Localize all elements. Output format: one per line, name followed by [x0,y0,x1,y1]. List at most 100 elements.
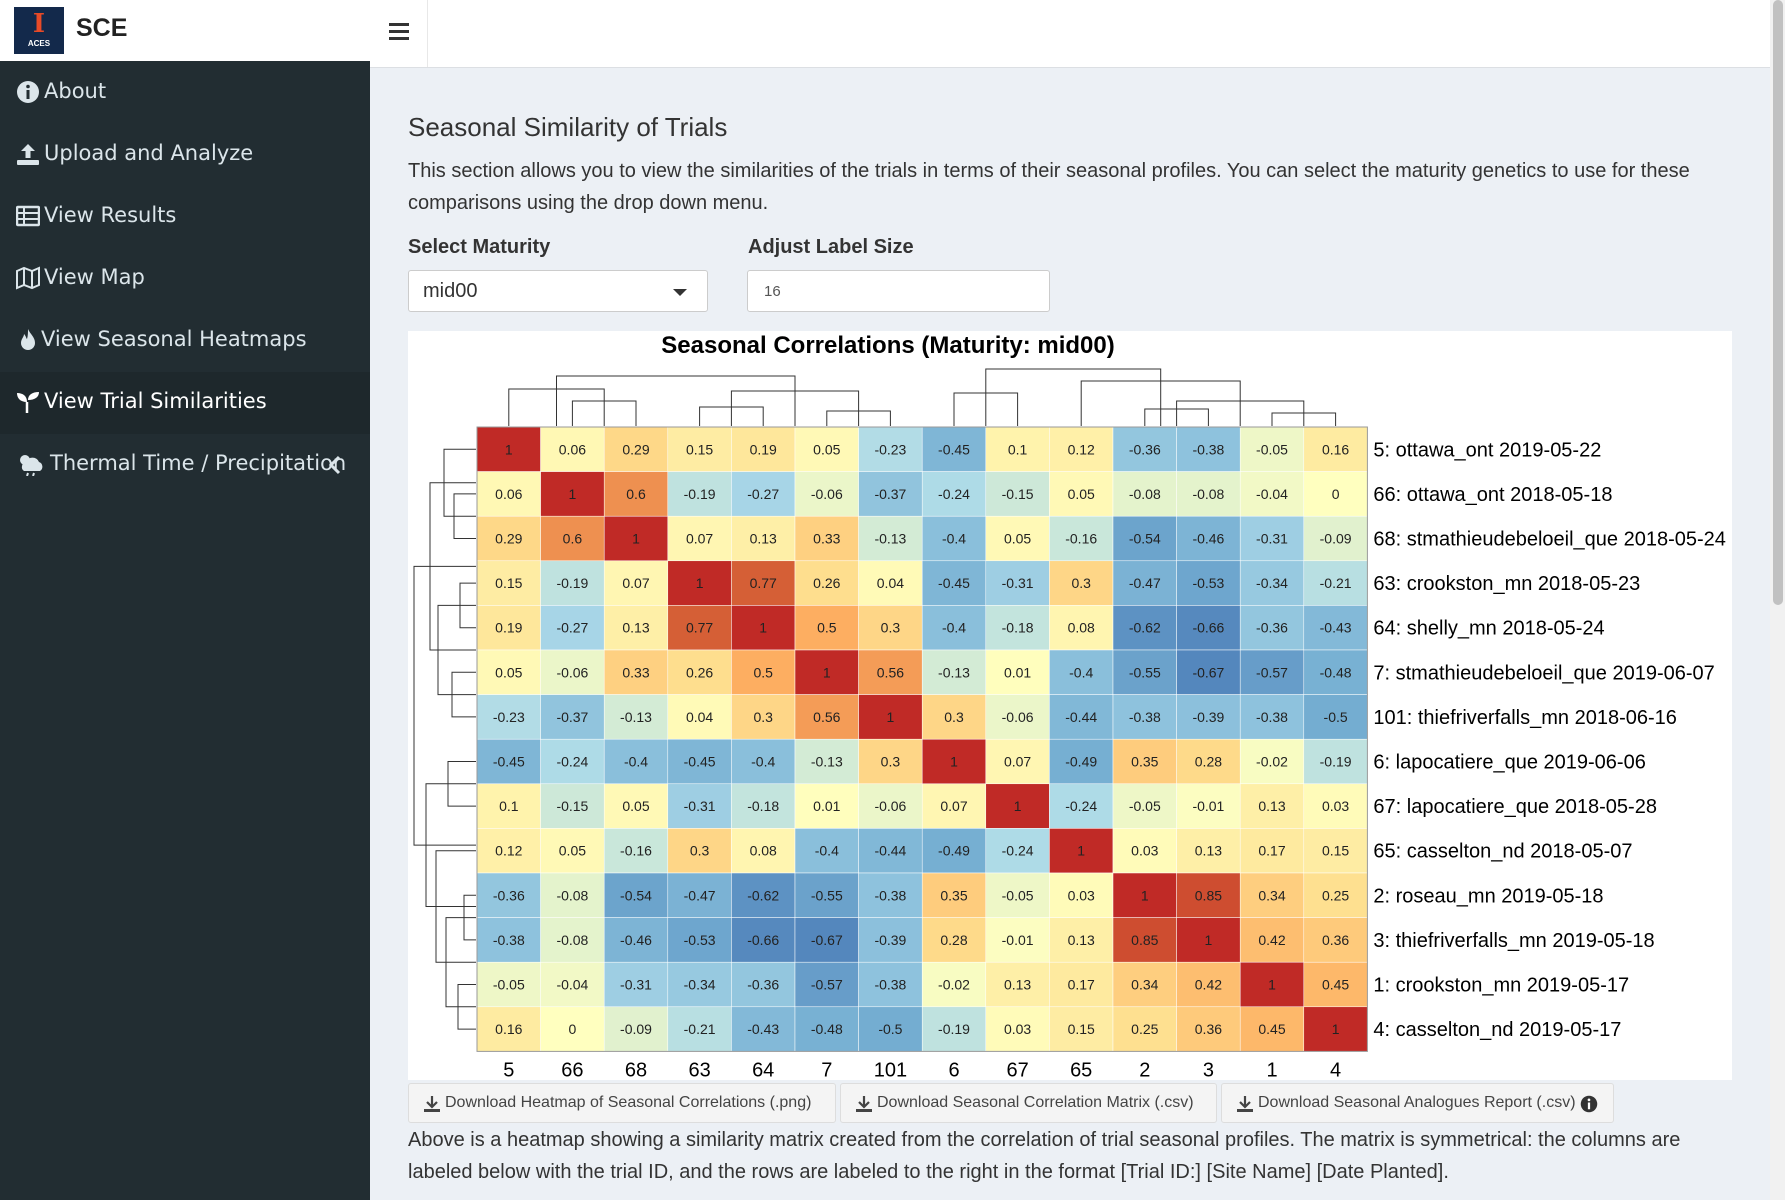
heatmap-cell-value: -0.48 [811,1021,843,1037]
hamburger-bar [389,37,409,40]
heatmap-cell [1239,560,1305,606]
heatmap-cell-value: 1 [1141,887,1149,903]
heatmap-cell-value: -0.09 [620,1021,652,1037]
page-title: Seasonal Similarity of Trials [408,112,728,142]
sidebar-item-seasonal-heatmaps[interactable]: View Seasonal Heatmaps [0,310,370,372]
column-label: 7 [821,1059,832,1080]
heatmap-cell-value: -0.62 [1129,620,1161,636]
heatmap-cell-value: -0.36 [493,887,525,903]
sidebar-toggle-button[interactable] [370,0,428,67]
sidebar [0,0,370,1200]
maturity-selected-value: mid00 [423,280,478,302]
sidebar-item-view-results[interactable]: View Results [0,186,370,248]
app-title[interactable]: SCE [76,14,128,42]
heatmap-cell [985,828,1050,874]
heatmap-cell [858,649,923,695]
heatmap-cell [1303,1006,1368,1052]
heatmap-cell-value: -0.06 [874,798,906,814]
row-label: 7: stmathieudebeloeil_que 2019-06-07 [1373,662,1714,684]
heatmap-cell [985,872,1050,918]
heatmap-cell-value: 0.13 [1258,798,1285,814]
heatmap-cell [794,649,859,695]
heatmap-cell-value: -0.04 [1256,486,1288,502]
heatmap-cell [921,649,987,695]
row-label: 63: crookston_mn 2018-05-23 [1373,573,1640,595]
heatmap-cell-value: 0.13 [1068,932,1095,948]
heatmap-cell [921,515,987,562]
heatmap-cell [603,515,669,562]
chevron-left-icon[interactable] [328,455,342,475]
heatmap-cell [1239,605,1305,651]
heatmap-cell [1176,961,1241,1008]
sidebar-item-trial-similarities[interactable]: View Trial Similarities [0,372,370,434]
heatmap-cell [1303,917,1368,963]
heatmap-cell-value: -0.57 [811,977,843,993]
heatmap-cell [858,961,923,1008]
heatmap-cell-value: 0.01 [813,798,840,814]
heatmap-cell-value: 0.13 [1195,843,1222,859]
sidebar-item-about[interactable]: About [0,62,370,124]
heatmap-cell-value: -0.19 [938,1021,970,1037]
heatmap-cell [858,471,923,517]
heatmap-cell-value: -0.38 [874,977,906,993]
sidebar-item-view-map[interactable]: View Map [0,248,370,310]
heatmap-cell-value: 0.1 [1008,441,1028,457]
heatmap-cell [921,917,987,963]
heatmap-cell-value: -0.16 [1065,531,1097,547]
info-circle-icon[interactable] [1580,1095,1598,1113]
info-circle-icon [17,81,39,103]
heatmap-cell-value: -0.34 [1256,575,1288,591]
heatmap-cell-value: -0.4 [624,754,648,770]
heatmap-cell [985,917,1050,963]
heatmap-cell [1112,426,1177,472]
heatmap-cell [1303,961,1368,1008]
heatmap-cell-value: -0.21 [1320,575,1352,591]
heatmap-cell-value: 0.15 [1068,1021,1095,1037]
heatmap-cell-value: -0.31 [620,977,652,993]
heatmap-cell [858,917,923,963]
heatmap-cell [731,872,796,918]
row-label: 6: lapocatiere_que 2019-06-06 [1373,752,1645,774]
heatmap-cell-value: 0.04 [686,709,713,725]
heatmap-cell [603,649,669,695]
row-label: 67: lapocatiere_que 2018-05-28 [1373,796,1657,818]
heatmap-cell-value: 0.13 [622,620,649,636]
heatmap-cell [858,1006,923,1052]
aces-logo[interactable]: I ACES [14,7,64,54]
maturity-dropdown[interactable]: mid00 [408,270,708,312]
heatmap-cell-value: 0.04 [877,575,904,591]
heatmap-cell [858,605,923,651]
column-label: 67 [1006,1059,1028,1080]
label-size-input[interactable] [747,270,1050,312]
sidebar-item-upload[interactable]: Upload and Analyze [0,124,370,186]
heatmap-cell-value: 0.06 [495,486,522,502]
heatmap-cell-value: 1 [696,575,704,591]
heatmap-cell-value: -0.54 [620,887,652,903]
heatmap-cell-value: -0.27 [747,486,779,502]
heatmap-cell [1303,649,1368,695]
heatmap-cell-value: -0.06 [556,664,588,680]
heatmap-cell [540,605,605,651]
heatmap-cell [731,917,796,963]
heatmap-cell [858,872,923,918]
heatmap-cell-value: 0.35 [1131,754,1158,770]
column-label: 5 [503,1059,514,1080]
heatmap-cell-value: 0.07 [1004,754,1031,770]
download-heatmap-png-button[interactable]: Download Heatmap of Seasonal Correlation… [408,1083,836,1123]
heatmap-cell-value: 0.03 [1004,1021,1031,1037]
heatmap-cell-value: -0.39 [874,932,906,948]
download-analogues-report-button[interactable]: Download Seasonal Analogues Report (.csv… [1221,1083,1614,1123]
scrollbar-thumb[interactable] [1773,0,1783,605]
hamburger-bar [389,23,409,26]
download-correlation-csv-button[interactable]: Download Seasonal Correlation Matrix (.c… [840,1083,1217,1123]
heatmap-cell [603,426,669,472]
heatmap-cell [985,738,1050,785]
heatmap-cell [1239,917,1305,963]
heatmap-cell [603,1006,669,1052]
heatmap-cell-value: -0.55 [811,887,843,903]
sidebar-item-thermal-time[interactable]: Thermal Time / Precipitation [0,434,370,496]
heatmap-cell-value: -0.21 [684,1021,716,1037]
illinois-i-logo-icon: I [32,9,46,39]
heatmap-cell-value: 0.06 [559,441,586,457]
heatmap-cell [794,471,859,517]
